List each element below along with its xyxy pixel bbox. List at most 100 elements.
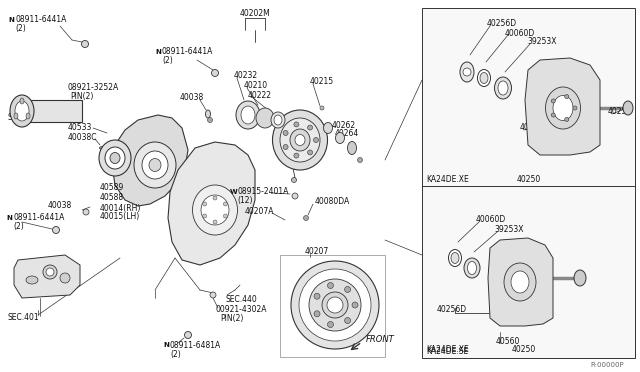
Circle shape: [564, 94, 569, 99]
Ellipse shape: [142, 151, 168, 179]
Ellipse shape: [205, 110, 211, 118]
Text: 08911-6441A: 08911-6441A: [13, 214, 65, 222]
Text: N: N: [8, 17, 14, 23]
Circle shape: [308, 150, 312, 155]
Circle shape: [43, 265, 57, 279]
Text: (2): (2): [162, 57, 173, 65]
Text: (12): (12): [237, 196, 253, 205]
Circle shape: [283, 144, 288, 150]
Ellipse shape: [322, 292, 348, 318]
Text: PIN(2): PIN(2): [70, 93, 93, 102]
Ellipse shape: [280, 118, 320, 162]
Text: 40015(LH): 40015(LH): [100, 212, 140, 221]
Circle shape: [83, 209, 89, 215]
Bar: [280, 255, 385, 357]
Text: 40588: 40588: [100, 192, 124, 202]
Polygon shape: [112, 115, 188, 206]
Ellipse shape: [193, 185, 237, 235]
Circle shape: [213, 220, 217, 224]
Circle shape: [303, 215, 308, 221]
Text: 40256D: 40256D: [487, 19, 517, 29]
Ellipse shape: [149, 158, 161, 171]
Text: 08911-6441A: 08911-6441A: [15, 16, 67, 25]
Ellipse shape: [99, 147, 106, 150]
Text: 40589: 40589: [100, 183, 124, 192]
Ellipse shape: [20, 98, 24, 104]
Ellipse shape: [574, 270, 586, 286]
Text: 00921-4302A: 00921-4302A: [215, 305, 266, 314]
Ellipse shape: [327, 297, 343, 313]
Text: 40060D: 40060D: [505, 29, 535, 38]
Text: 40202M: 40202M: [239, 10, 270, 19]
Ellipse shape: [480, 73, 488, 83]
Text: 08911-6481A: 08911-6481A: [170, 340, 221, 350]
Circle shape: [352, 302, 358, 308]
Circle shape: [46, 268, 54, 276]
Ellipse shape: [477, 70, 490, 87]
Circle shape: [564, 118, 569, 121]
Text: 39253X: 39253X: [527, 38, 557, 46]
Circle shape: [314, 311, 320, 317]
Text: SEC.401: SEC.401: [8, 314, 40, 323]
Text: N: N: [155, 49, 161, 55]
Ellipse shape: [504, 263, 536, 301]
Ellipse shape: [299, 269, 371, 341]
Circle shape: [328, 282, 333, 289]
Ellipse shape: [290, 129, 310, 151]
Text: KA24DE.XE: KA24DE.XE: [426, 346, 468, 355]
Text: 40254: 40254: [524, 314, 548, 323]
Text: 40232: 40232: [234, 71, 258, 80]
Ellipse shape: [348, 141, 356, 154]
Ellipse shape: [451, 253, 459, 263]
Ellipse shape: [323, 122, 333, 134]
Circle shape: [551, 113, 556, 117]
Circle shape: [60, 273, 70, 283]
Text: 40038C: 40038C: [68, 134, 97, 142]
Ellipse shape: [553, 96, 573, 121]
Ellipse shape: [498, 81, 508, 95]
Circle shape: [207, 118, 212, 122]
Circle shape: [211, 70, 218, 77]
Text: 40207: 40207: [305, 247, 329, 257]
Ellipse shape: [295, 135, 305, 145]
Text: 40264: 40264: [335, 129, 359, 138]
Ellipse shape: [460, 62, 474, 82]
Text: (2): (2): [15, 25, 26, 33]
Text: KA24DE.XE: KA24DE.XE: [426, 176, 468, 185]
Text: 40250: 40250: [512, 346, 536, 355]
Circle shape: [463, 68, 471, 76]
Ellipse shape: [467, 262, 477, 275]
Text: 40560: 40560: [496, 337, 520, 346]
Ellipse shape: [274, 115, 282, 125]
Text: (2): (2): [170, 350, 180, 359]
Text: 40014(RH): 40014(RH): [100, 203, 141, 212]
Text: 08921-3252A: 08921-3252A: [68, 83, 119, 93]
Circle shape: [314, 293, 320, 299]
Text: 40210: 40210: [244, 81, 268, 90]
Text: 08915-2401A: 08915-2401A: [237, 187, 289, 196]
Text: SEC.440: SEC.440: [225, 295, 257, 305]
Ellipse shape: [291, 261, 379, 349]
Text: 40207A: 40207A: [245, 208, 275, 217]
Ellipse shape: [511, 271, 529, 293]
Ellipse shape: [271, 112, 285, 128]
Ellipse shape: [256, 108, 274, 128]
Ellipse shape: [99, 140, 131, 176]
Ellipse shape: [14, 113, 18, 119]
Ellipse shape: [545, 87, 580, 129]
Ellipse shape: [241, 106, 255, 124]
Ellipse shape: [10, 95, 34, 127]
Circle shape: [344, 318, 351, 324]
Text: 40254: 40254: [608, 108, 632, 116]
Ellipse shape: [495, 77, 511, 99]
Circle shape: [223, 202, 227, 206]
Circle shape: [328, 321, 333, 327]
Text: 40060D: 40060D: [476, 215, 506, 224]
Text: 40262: 40262: [332, 121, 356, 129]
Ellipse shape: [273, 110, 328, 170]
Ellipse shape: [236, 101, 260, 129]
Ellipse shape: [623, 101, 633, 115]
Text: 40080DA: 40080DA: [315, 198, 350, 206]
Circle shape: [184, 331, 191, 339]
Text: 40215: 40215: [310, 77, 334, 87]
